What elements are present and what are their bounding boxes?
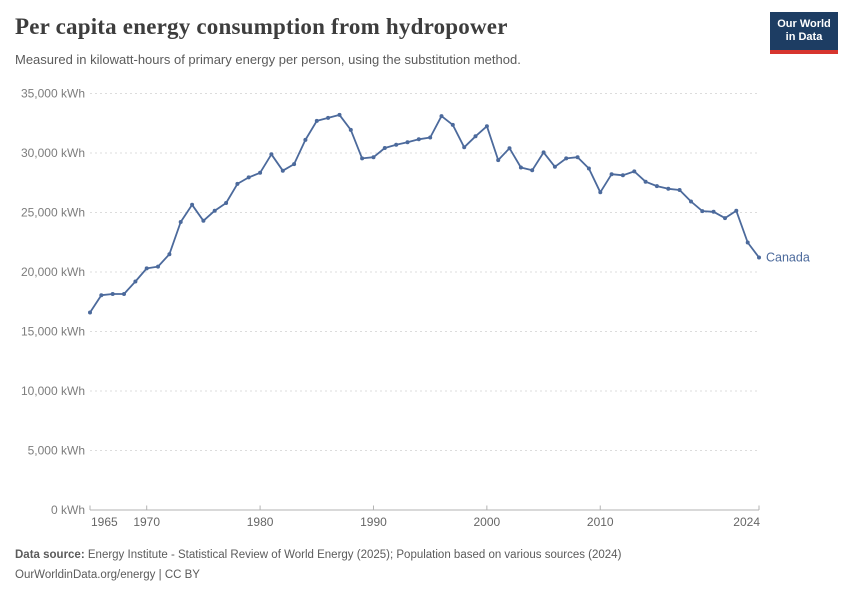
y-tick-label: 25,000 kWh [21, 206, 85, 220]
chart-subtitle: Measured in kilowatt-hours of primary en… [15, 52, 521, 67]
x-tick-label: 2024 [733, 515, 760, 529]
data-point-marker[interactable] [700, 209, 705, 214]
data-point-marker[interactable] [337, 112, 342, 117]
data-point-marker[interactable] [416, 137, 421, 142]
data-point-marker[interactable] [246, 175, 251, 180]
data-point-marker[interactable] [745, 240, 750, 245]
data-point-marker[interactable] [292, 162, 297, 167]
owid-logo-line1: Our World [777, 18, 831, 30]
data-point-marker[interactable] [178, 220, 183, 224]
data-point-marker[interactable] [224, 201, 229, 205]
data-point-marker[interactable] [666, 186, 671, 191]
y-tick-label: 35,000 kWh [21, 87, 85, 101]
data-point-marker[interactable] [99, 293, 104, 298]
footer-url-link[interactable]: OurWorldinData.org/energy [15, 569, 156, 581]
x-tick-label: 1990 [360, 515, 387, 529]
data-point-marker[interactable] [258, 170, 263, 175]
data-point-marker[interactable] [314, 118, 319, 123]
data-point-marker[interactable] [757, 255, 761, 260]
data-point-marker[interactable] [190, 202, 195, 207]
data-point-marker[interactable] [235, 181, 240, 186]
footer-separator: | [158, 569, 162, 581]
x-tick-label: 1970 [133, 515, 160, 529]
y-tick-label: 20,000 kWh [21, 265, 85, 279]
data-point-marker[interactable] [677, 188, 682, 192]
x-tick-label: 1965 [91, 515, 118, 529]
data-point-marker[interactable] [382, 146, 387, 150]
data-point-marker[interactable] [371, 155, 376, 160]
data-point-marker[interactable] [360, 156, 365, 161]
data-point-marker[interactable] [723, 216, 727, 221]
data-point-marker[interactable] [405, 140, 410, 145]
data-point-marker[interactable] [201, 218, 206, 223]
page-title: Per capita energy consumption from hydro… [15, 14, 508, 39]
data-point-marker[interactable] [632, 169, 637, 174]
data-point-marker[interactable] [348, 127, 353, 132]
y-tick-label: 0 kWh [51, 503, 85, 517]
y-tick-label: 30,000 kWh [21, 146, 85, 160]
data-point-marker[interactable] [133, 279, 138, 284]
data-point-marker[interactable] [303, 137, 308, 142]
data-source-label: Data source: [15, 549, 85, 561]
data-point-marker[interactable] [167, 252, 172, 257]
data-point-marker[interactable] [654, 184, 659, 189]
data-point-marker[interactable] [462, 145, 467, 150]
data-point-marker[interactable] [326, 115, 331, 120]
y-tick-label: 15,000 kWh [21, 325, 85, 339]
x-tick-label: 2000 [474, 515, 501, 529]
data-point-marker[interactable] [212, 208, 217, 213]
y-tick-label: 5,000 kWh [28, 444, 85, 458]
data-point-marker[interactable] [280, 168, 285, 173]
footer-license-link[interactable]: CC BY [164, 569, 200, 581]
data-point-marker[interactable] [110, 292, 115, 296]
data-point-marker[interactable] [620, 173, 625, 178]
data-point-marker[interactable] [552, 164, 557, 169]
chart-footer: Data source: Energy Institute - Statisti… [15, 545, 835, 585]
data-point-marker[interactable] [484, 124, 489, 129]
data-point-marker[interactable] [541, 150, 546, 155]
data-point-marker[interactable] [530, 168, 535, 173]
data-point-marker[interactable] [518, 165, 523, 170]
data-point-marker[interactable] [598, 190, 603, 195]
data-point-marker[interactable] [450, 122, 455, 127]
owid-logo[interactable]: Our World in Data [770, 12, 838, 54]
data-point-marker[interactable] [428, 135, 433, 140]
data-point-marker[interactable] [586, 166, 591, 171]
data-point-marker[interactable] [711, 209, 716, 214]
data-source-text: Energy Institute - Statistical Review of… [87, 549, 622, 561]
x-tick-label: 1980 [247, 515, 274, 529]
x-tick-label: 2010 [587, 515, 614, 529]
data-point-marker[interactable] [507, 146, 512, 151]
data-point-marker[interactable] [144, 266, 149, 271]
data-point-marker[interactable] [122, 292, 126, 296]
data-point-marker[interactable] [643, 179, 648, 184]
data-point-marker[interactable] [156, 264, 160, 269]
data-point-marker[interactable] [88, 310, 92, 315]
data-point-marker[interactable] [609, 172, 614, 177]
data-point-marker[interactable] [689, 199, 693, 204]
canada-line[interactable] [89, 114, 760, 314]
data-point-marker[interactable] [473, 134, 478, 139]
data-point-marker[interactable] [734, 208, 739, 213]
data-point-marker[interactable] [394, 142, 399, 147]
data-point-marker[interactable] [575, 155, 580, 160]
y-tick-label: 10,000 kWh [21, 384, 85, 398]
data-point-marker[interactable] [564, 156, 569, 161]
owid-logo-line2: in Data [785, 31, 823, 43]
series-end-label[interactable]: Canada [766, 250, 810, 264]
data-point-marker[interactable] [269, 152, 274, 157]
data-point-marker[interactable] [496, 158, 501, 163]
data-point-marker[interactable] [439, 114, 444, 119]
